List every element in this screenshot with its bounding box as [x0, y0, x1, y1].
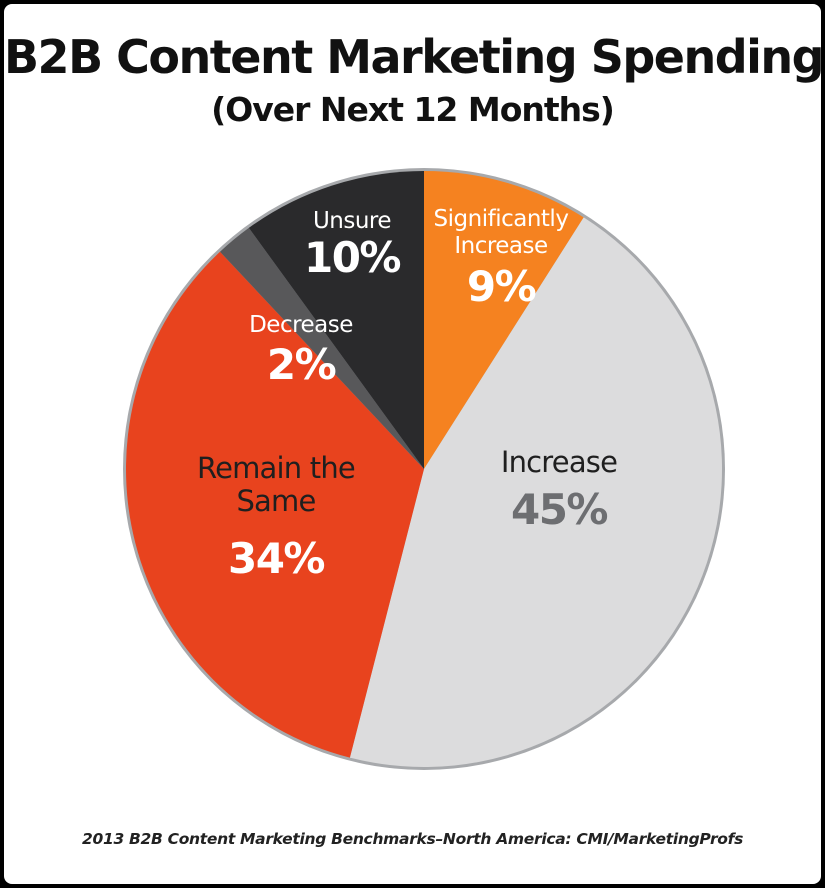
slice-label-sig-line-1: Significantly	[434, 206, 569, 232]
slice-value-sig: 9%	[467, 262, 536, 311]
source-note: 2013 B2B Content Marketing Benchmarks–No…	[81, 830, 744, 848]
pie-slice-dec	[220, 227, 424, 469]
slice-value-same: 34%	[228, 534, 324, 583]
slice-value-uns: 10%	[304, 233, 400, 282]
pie-slice-sig	[424, 171, 584, 469]
slice-label-uns-line-1: Unsure	[313, 208, 391, 234]
slice-label-same-line-1: Remain the	[197, 451, 355, 485]
slice-label-dec-line-1: Decrease	[249, 312, 353, 338]
pie-slice-same	[125, 251, 424, 758]
slice-value-inc: 45%	[511, 485, 607, 534]
chart-card: B2B Content Marketing Spending (Over Nex…	[4, 4, 821, 884]
pie-slice-inc	[349, 217, 723, 768]
slice-value-dec: 2%	[267, 340, 336, 389]
chart-subtitle: (Over Next 12 Months)	[211, 90, 615, 129]
slice-label-inc-line-1: Increase	[501, 445, 617, 479]
chart-title: B2B Content Marketing Spending	[4, 30, 821, 84]
pie-chart: SignificantlyIncrease9%Increase45%Remain…	[123, 168, 725, 770]
slice-label-same-line-2: Same	[236, 484, 315, 518]
slice-label-sig-line-2: Increase	[454, 233, 547, 259]
pie-labels: SignificantlyIncrease9%Increase45%Remain…	[197, 206, 618, 583]
pie-slices	[125, 171, 723, 768]
pie-slice-uns	[248, 171, 424, 469]
